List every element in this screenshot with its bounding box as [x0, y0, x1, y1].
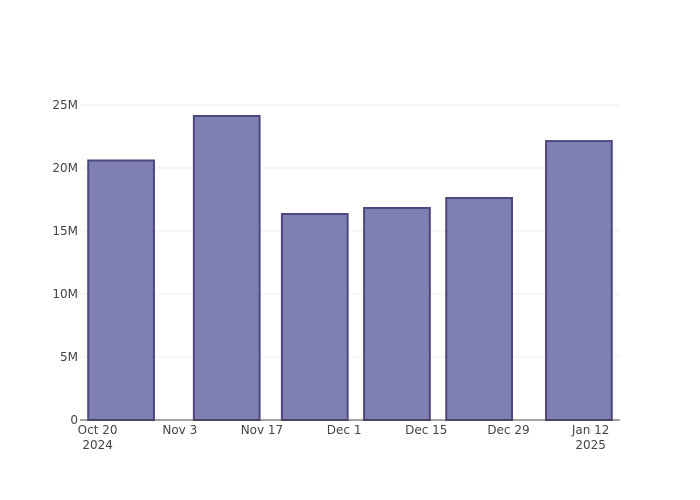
bar — [87, 159, 155, 421]
x-tick-label: Jan 12 2025 — [571, 423, 610, 452]
bar — [545, 140, 613, 421]
x-tick-label-line: Dec 15 — [405, 423, 447, 437]
x-tick-label-line: Dec 1 — [327, 423, 362, 437]
y-tick-label: 25M — [52, 98, 78, 112]
x-tick-label: Nov 17 — [241, 423, 284, 437]
bar — [192, 115, 261, 421]
x-tick-label: Dec 1 — [327, 423, 362, 437]
y-tick-label: 0 — [70, 413, 78, 427]
x-tick-label-line: Nov 17 — [241, 423, 284, 437]
bar — [363, 206, 431, 421]
x-tick-label-line: 2025 — [575, 438, 606, 452]
x-tick-label: Oct 20 2024 — [78, 423, 118, 452]
x-tick-label-line: Dec 29 — [487, 423, 529, 437]
y-tick-label: 5M — [60, 350, 78, 364]
x-tick-label: Dec 15 — [405, 423, 447, 437]
x-tick-label: Dec 29 — [487, 423, 529, 437]
y-tick-label: 20M — [52, 161, 78, 175]
bar — [280, 213, 349, 421]
x-tick-label: Nov 3 — [162, 423, 197, 437]
bar — [445, 197, 513, 421]
y-tick-label: 15M — [52, 224, 78, 238]
x-tick-label-line: Nov 3 — [162, 423, 197, 437]
y-tick-label: 10M — [52, 287, 78, 301]
x-tick-label-line: 2024 — [82, 438, 113, 452]
x-tick-label-line: Oct 20 — [78, 423, 118, 437]
x-tick-label-line: Jan 12 — [571, 423, 610, 437]
